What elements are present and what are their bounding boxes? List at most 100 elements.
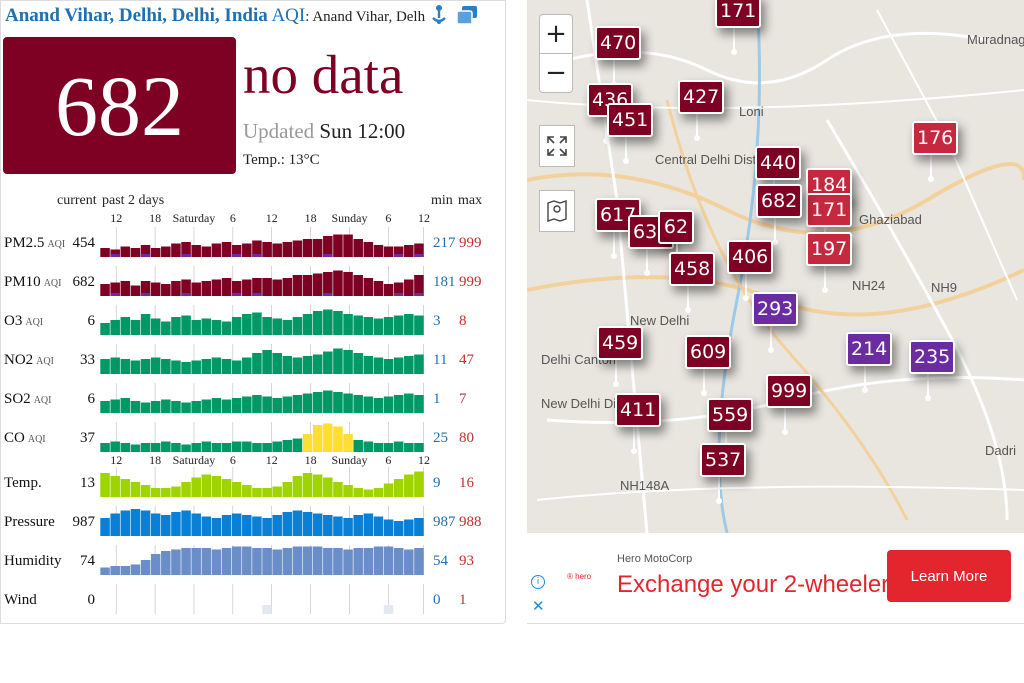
history-bar: [242, 441, 252, 452]
row-humidity[interactable]: Humidity 74 54 93: [1, 545, 505, 575]
history-bar: [191, 513, 201, 536]
station-marker[interactable]: 62: [658, 210, 694, 244]
row-co[interactable]: CO AQI 37 25 80: [1, 422, 505, 452]
history-bar: [171, 549, 181, 575]
station-marker[interactable]: 293: [752, 292, 799, 326]
history-bar-chart[interactable]: [100, 383, 424, 413]
station-marker[interactable]: 411: [615, 393, 662, 427]
ad-brand: Hero MotoCorp: [617, 553, 693, 565]
station-marker[interactable]: 609: [685, 335, 732, 369]
station-marker[interactable]: 197: [806, 232, 853, 266]
history-bar: [282, 512, 293, 536]
history-bar-chart[interactable]: [100, 344, 424, 374]
history-bar: [343, 549, 353, 575]
row-pm10[interactable]: PM10 AQI 682 181 999: [1, 266, 505, 296]
history-bar: [100, 518, 110, 536]
zoom-out-button[interactable]: −: [539, 53, 573, 93]
history-bar: [383, 546, 394, 575]
station-marker[interactable]: 176: [912, 121, 959, 155]
history-bar: [383, 396, 394, 413]
station-marker[interactable]: 999: [766, 374, 813, 408]
row-so2[interactable]: SO2 AQI 6 1 7: [1, 383, 505, 413]
history-bar: [110, 249, 120, 257]
row-pm25[interactable]: PM2.5 AQI 454 217 999: [1, 227, 505, 257]
station-marker[interactable]: 559: [707, 398, 754, 432]
station-marker[interactable]: 682: [756, 184, 803, 218]
history-bar: [353, 440, 363, 452]
aqi-map[interactable]: Ghaziabad New Delhi Loni Central Delhi Dist…: [527, 0, 1024, 533]
history-bar-chart[interactable]: [100, 584, 424, 614]
row-label: SO2 AQI: [4, 391, 51, 408]
share-icon[interactable]: [427, 3, 451, 27]
history-bar: [191, 320, 201, 335]
history-bar-chart[interactable]: [100, 467, 424, 497]
station-marker[interactable]: 440: [755, 146, 802, 180]
row-no2[interactable]: NO2 AQI 33 11 47: [1, 344, 505, 374]
ad-close-icon[interactable]: ✕: [532, 598, 545, 615]
station-marker[interactable]: 214: [846, 332, 893, 366]
history-bar: [181, 402, 191, 413]
ad-info-icon[interactable]: i: [531, 575, 545, 589]
advertisement[interactable]: i ✕ ® hero Hero MotoCorp Exchange your 2…: [527, 533, 1024, 624]
history-bar: [171, 243, 181, 257]
station-marker[interactable]: 171: [715, 0, 762, 28]
history-bar: [161, 441, 171, 452]
history-bar: [333, 426, 343, 452]
history-bar: [272, 549, 282, 575]
history-bar: [393, 441, 404, 452]
history-bar: [161, 246, 171, 257]
station-marker[interactable]: 617: [595, 198, 642, 232]
row-o3[interactable]: O3 AQI 6 3 8: [1, 305, 505, 335]
history-bar: [161, 551, 171, 575]
history-bar-chart[interactable]: [100, 506, 424, 536]
history-bar: [110, 476, 120, 497]
history-bar: [383, 284, 394, 296]
history-bar: [231, 281, 242, 296]
history-bar: [110, 399, 120, 413]
learn-more-button[interactable]: Learn More: [887, 550, 1011, 602]
station-marker[interactable]: 458: [669, 252, 716, 286]
widget-icon[interactable]: [455, 3, 479, 27]
axis-label: 6: [385, 211, 392, 225]
history-bar-chart[interactable]: [100, 422, 424, 452]
map-place-label: Dadri: [985, 443, 1017, 458]
row-label: CO AQI: [4, 430, 46, 447]
row-label: O3 AQI: [4, 313, 43, 330]
map-layers-button[interactable]: [539, 190, 575, 232]
station-marker[interactable]: 427: [678, 80, 725, 114]
map-pin-icon: [547, 200, 567, 222]
history-bar: [252, 278, 262, 296]
current-value: 13: [80, 475, 95, 491]
station-marker[interactable]: 537: [700, 443, 747, 477]
row-temp[interactable]: Temp. 13 9 16: [1, 467, 505, 497]
station-marker[interactable]: 406: [727, 240, 774, 274]
history-bar-accent: [110, 293, 120, 296]
history-bar: [221, 399, 232, 413]
history-bar: [242, 279, 252, 296]
station-marker[interactable]: 235: [909, 340, 956, 374]
station-location-link[interactable]: Anand Vihar, Delhi, Delhi, India: [5, 5, 268, 26]
row-pressure[interactable]: Pressure 987 987 988: [1, 506, 505, 536]
history-bar-chart[interactable]: [100, 305, 424, 335]
history-bar: [252, 443, 262, 452]
station-marker[interactable]: 459: [597, 326, 644, 360]
history-bar-chart[interactable]: [100, 227, 424, 257]
history-bar-chart[interactable]: [100, 545, 424, 575]
station-marker[interactable]: 470: [595, 26, 642, 60]
zoom-in-button[interactable]: +: [539, 14, 573, 54]
history-bar: [221, 479, 232, 497]
history-bar: [191, 245, 201, 257]
history-bar: [292, 546, 303, 575]
row-wind[interactable]: Wind 0 0 1: [1, 584, 505, 614]
station-marker[interactable]: 451: [607, 103, 654, 137]
history-bar: [302, 275, 313, 296]
history-bar: [292, 317, 303, 335]
station-marker[interactable]: 171: [806, 193, 853, 227]
history-bar: [252, 353, 262, 374]
ad-headline[interactable]: Exchange your 2-wheeler: [617, 571, 890, 598]
fullscreen-button[interactable]: [539, 125, 575, 167]
history-bar-chart[interactable]: [100, 266, 424, 296]
row-label: PM2.5 AQI: [4, 235, 65, 252]
history-bar: [140, 443, 151, 452]
history-bar: [211, 398, 222, 413]
